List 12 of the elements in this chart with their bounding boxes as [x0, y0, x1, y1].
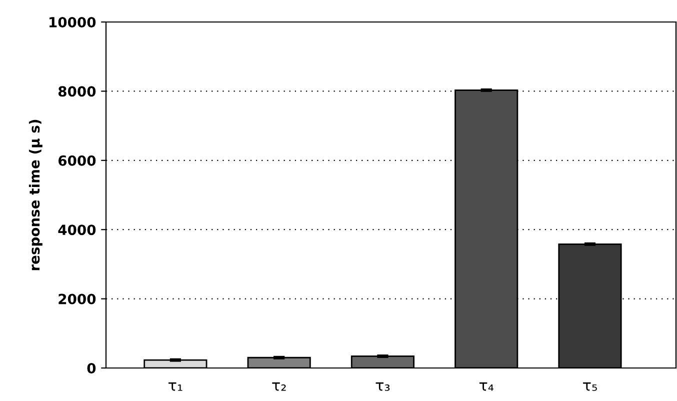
x-tick-label: τ₁ — [168, 382, 182, 391]
y-axis-title: response time (μ s) — [28, 120, 42, 270]
x-tick-label: τ₂ — [272, 382, 286, 391]
y-tick-label: 2000 — [58, 294, 96, 304]
x-tick-label: τ₅ — [583, 382, 597, 391]
y-tick-label: 10000 — [50, 16, 96, 28]
x-tick-label: τ₄ — [479, 382, 494, 391]
y-tick-label: 0 — [87, 362, 96, 374]
y-tick-label: 6000 — [58, 155, 96, 166]
y-tick-label: 8000 — [58, 86, 96, 97]
y-tick-label: 4000 — [58, 224, 96, 236]
x-tick-label: τ₃ — [376, 382, 390, 391]
